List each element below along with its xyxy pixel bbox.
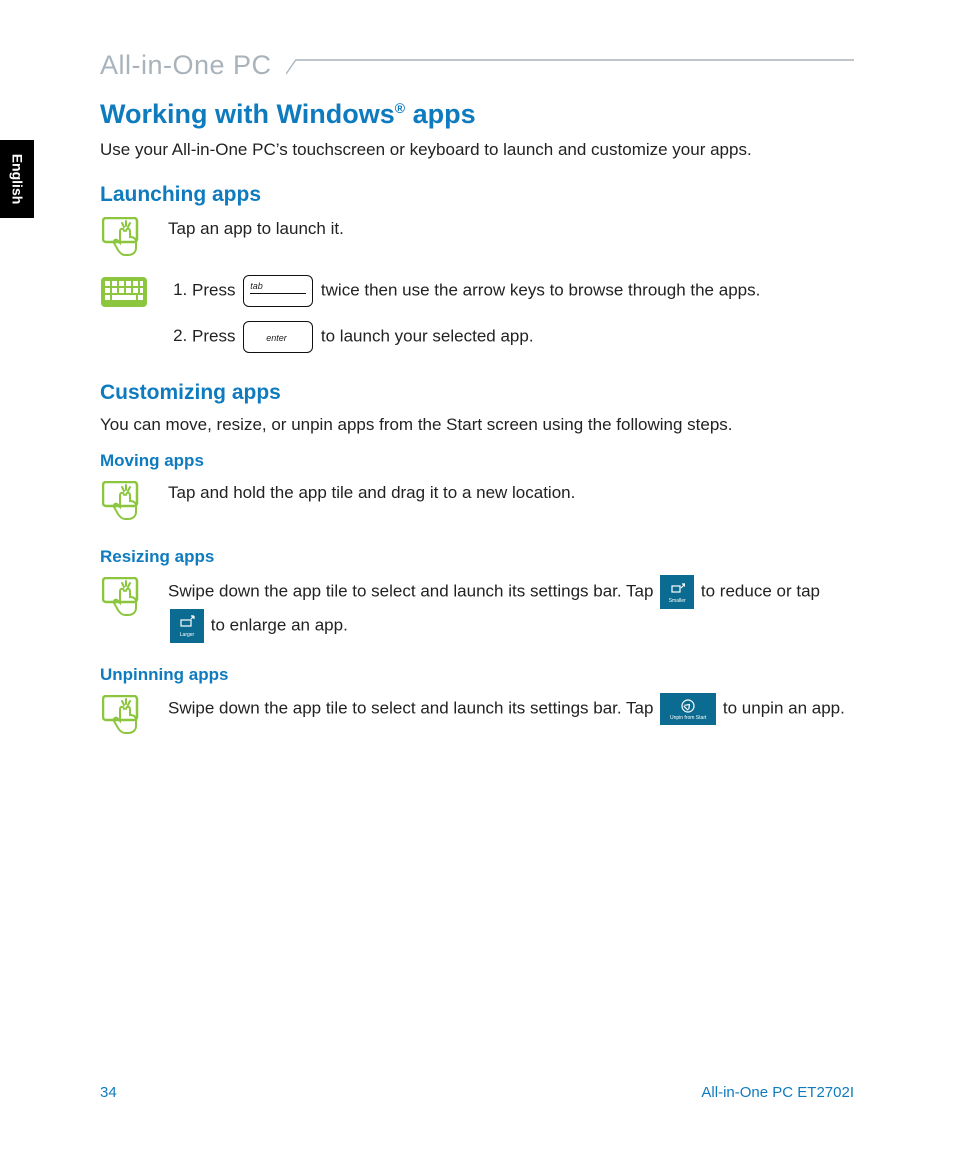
resizing-post: to enlarge an app. [211, 616, 348, 635]
resizing-mid: to reduce or tap [701, 582, 820, 601]
enter-key-icon [243, 321, 313, 353]
tab-key-icon [243, 275, 313, 307]
touch-icon [100, 215, 148, 257]
header-title: All-in-One PC [100, 50, 272, 81]
step1-pre: Press [192, 280, 240, 299]
customizing-heading: Customizing apps [100, 381, 854, 405]
launch-keyboard-row: Press twice then use the arrow keys to b… [100, 275, 854, 367]
unpin-tile-icon: Unpin from Start [660, 693, 716, 725]
resizing-heading: Resizing apps [100, 547, 854, 567]
page-footer: 34 All-in-One PC ET2702I [100, 1084, 854, 1101]
unpin-label: Unpin from Start [670, 716, 706, 721]
page-number: 34 [100, 1084, 117, 1101]
title-reg-mark: ® [395, 100, 405, 116]
page-title: Working with Windows® apps [100, 99, 854, 130]
touch-icon-unpinning [100, 693, 148, 735]
unpinning-row: Swipe down the app tile to select and la… [100, 693, 854, 735]
launch-touch-row: Tap an app to launch it. [100, 215, 854, 257]
launch-touch-text: Tap an app to launch it. [168, 215, 854, 244]
step2-pre: Press [192, 326, 240, 345]
launching-heading: Launching apps [100, 183, 854, 207]
moving-row: Tap and hold the app tile and drag it to… [100, 479, 854, 521]
unpinning-text: Swipe down the app tile to select and la… [168, 693, 854, 725]
step-2: Press to launch your selected app. [192, 321, 854, 353]
touch-icon-moving [100, 479, 148, 521]
unpin-post: to unpin an app. [723, 699, 845, 718]
unpinning-heading: Unpinning apps [100, 665, 854, 685]
larger-tile-icon: Larger [170, 609, 204, 643]
resizing-text: Swipe down the app tile to select and la… [168, 575, 854, 643]
step-1: Press twice then use the arrow keys to b… [192, 275, 854, 307]
model-label: All-in-One PC ET2702I [701, 1084, 854, 1101]
unpin-pre: Swipe down the app tile to select and la… [168, 699, 658, 718]
keyboard-icon [100, 275, 148, 307]
step2-post: to launch your selected app. [316, 326, 533, 345]
touch-icon-resizing [100, 575, 148, 617]
intro-text: Use your All-in-One PC’s touchscreen or … [100, 138, 854, 163]
larger-label: Larger [180, 633, 194, 638]
smaller-tile-icon: Smaller [660, 575, 694, 609]
moving-text: Tap and hold the app tile and drag it to… [168, 479, 854, 508]
page-content: All-in-One PC Working with Windows® apps… [0, 0, 954, 1155]
customizing-desc: You can move, resize, or unpin apps from… [100, 413, 854, 438]
title-text-pre: Working with Windows [100, 99, 395, 129]
resizing-pre: Swipe down the app tile to select and la… [168, 582, 658, 601]
header-rule [286, 56, 854, 76]
smaller-label: Smaller [669, 599, 686, 604]
moving-heading: Moving apps [100, 451, 854, 471]
document-header: All-in-One PC [100, 50, 854, 81]
step1-post: twice then use the arrow keys to browse … [316, 280, 760, 299]
title-text-post: apps [405, 99, 476, 129]
launch-keyboard-steps: Press twice then use the arrow keys to b… [168, 275, 854, 367]
resizing-row: Swipe down the app tile to select and la… [100, 575, 854, 643]
